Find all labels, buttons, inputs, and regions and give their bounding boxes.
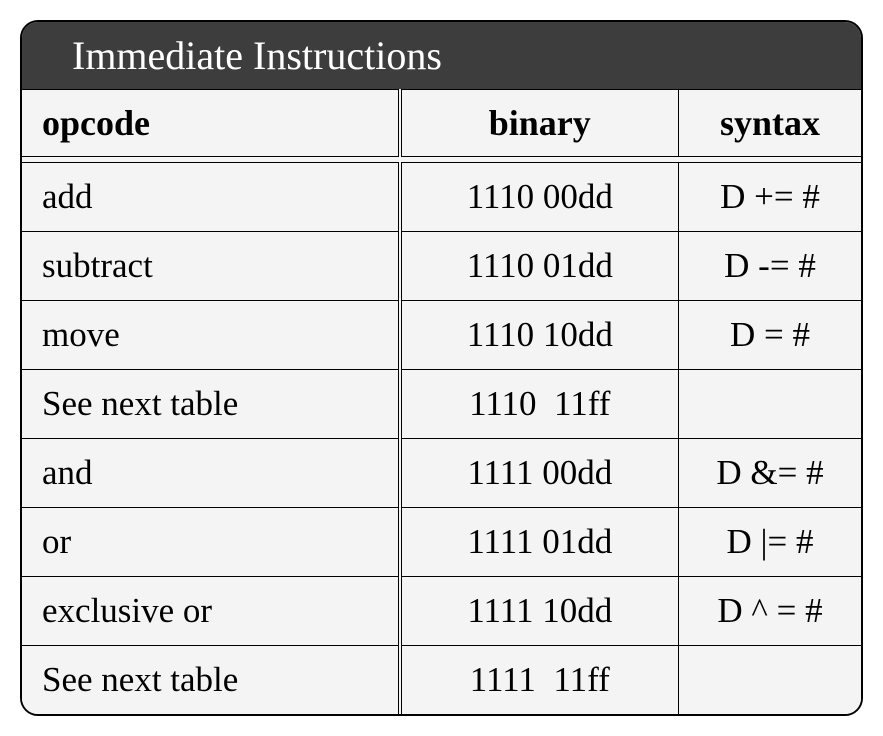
cell-binary: 1110 00dd [400, 163, 679, 232]
table-row: See next table 1111 11ff [22, 646, 861, 715]
cell-binary: 1110 11ff [400, 370, 679, 439]
cell-binary: 1111 00dd [400, 439, 679, 508]
table-header-row: opcode binary syntax [22, 90, 861, 157]
table-row: and 1111 00dd D &= # [22, 439, 861, 508]
cell-opcode: subtract [22, 232, 400, 301]
cell-opcode: and [22, 439, 400, 508]
table-row: See next table 1110 11ff [22, 370, 861, 439]
cell-binary: 1111 01dd [400, 508, 679, 577]
cell-opcode: or [22, 508, 400, 577]
cell-syntax: D += # [678, 163, 861, 232]
cell-syntax: D = # [678, 301, 861, 370]
cell-syntax: D &= # [678, 439, 861, 508]
instructions-table: opcode binary syntax add 1110 00dd D += … [22, 89, 861, 714]
cell-opcode: add [22, 163, 400, 232]
cell-opcode: move [22, 301, 400, 370]
table-title: Immediate Instructions [22, 22, 861, 89]
cell-binary: 1110 01dd [400, 232, 679, 301]
cell-syntax: D -= # [678, 232, 861, 301]
cell-binary: 1111 11ff [400, 646, 679, 715]
cell-syntax: D ^ = # [678, 577, 861, 646]
col-header-binary: binary [400, 90, 679, 157]
cell-binary: 1110 10dd [400, 301, 679, 370]
cell-opcode: See next table [22, 370, 400, 439]
cell-syntax [678, 646, 861, 715]
cell-opcode: exclusive or [22, 577, 400, 646]
table-row: add 1110 00dd D += # [22, 163, 861, 232]
cell-syntax [678, 370, 861, 439]
table-row: or 1111 01dd D |= # [22, 508, 861, 577]
table-row: exclusive or 1111 10dd D ^ = # [22, 577, 861, 646]
cell-syntax: D |= # [678, 508, 861, 577]
cell-binary: 1111 10dd [400, 577, 679, 646]
table-row: subtract 1110 01dd D -= # [22, 232, 861, 301]
table-row: move 1110 10dd D = # [22, 301, 861, 370]
cell-opcode: See next table [22, 646, 400, 715]
col-header-syntax: syntax [678, 90, 861, 157]
instructions-table-wrapper: Immediate Instructions opcode binary syn… [20, 20, 863, 716]
col-header-opcode: opcode [22, 90, 400, 157]
